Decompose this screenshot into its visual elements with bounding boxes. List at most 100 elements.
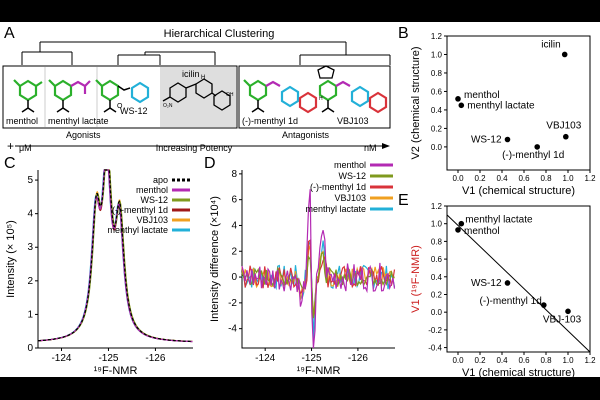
icilin-no2-label: O₂N bbox=[163, 103, 173, 109]
x-tick-label: 1.2 bbox=[584, 174, 596, 183]
legend-label: WS-12 bbox=[338, 171, 366, 181]
legend-label: WS-12 bbox=[140, 195, 168, 205]
point-label: (-)-menthyl 1d bbox=[480, 296, 542, 307]
legend-label: VBJ103 bbox=[136, 215, 168, 225]
plot-frame bbox=[446, 35, 591, 171]
x-tick-label: -126 bbox=[145, 353, 165, 364]
y-tick-label: 0.2 bbox=[431, 290, 443, 299]
axes bbox=[37, 170, 193, 349]
um-label: μM bbox=[19, 143, 32, 153]
spectrum-line bbox=[37, 169, 193, 343]
compound-ws12: WS-12 bbox=[120, 106, 148, 116]
agonists-label: Agonists bbox=[66, 130, 101, 140]
x-tick-label: 0.4 bbox=[496, 174, 508, 183]
structure-menthyl-1d bbox=[243, 79, 318, 114]
panel-label-e: E bbox=[398, 192, 409, 209]
structure-icilin bbox=[162, 78, 231, 111]
structure-menthol bbox=[13, 79, 43, 113]
icilin-h-label: H bbox=[201, 75, 205, 81]
x-tick-label: 0.2 bbox=[474, 356, 486, 365]
chart-c: 0 1 2 3 4 5 -124 -125 -126 ¹⁹F-NMR Intensity (× 10… bbox=[5, 169, 193, 377]
vbj103-h-label: H bbox=[319, 96, 323, 102]
structure-vbj103 bbox=[317, 65, 388, 114]
potency-arrowhead bbox=[382, 143, 390, 149]
data-point bbox=[534, 144, 540, 150]
x-tick-label: 0.0 bbox=[452, 174, 464, 183]
panel-label-b: B bbox=[398, 25, 409, 42]
spectrum-line bbox=[38, 169, 193, 343]
data-point bbox=[565, 308, 571, 315]
point-label: icilin bbox=[541, 39, 560, 50]
legend-label: VBJ103 bbox=[334, 193, 366, 203]
top-bar bbox=[0, 0, 600, 22]
x-tick-label: -124 bbox=[255, 353, 275, 364]
panel-label-a: A bbox=[4, 25, 15, 42]
x-tick-label: 0.8 bbox=[540, 174, 552, 183]
compound-menthyl-lactate: menthyl lactate bbox=[48, 116, 109, 126]
icilin-shade bbox=[160, 67, 236, 127]
legend-label: apo bbox=[153, 175, 168, 185]
y-tick-label: 5 bbox=[27, 175, 33, 186]
y-tick-label: -0.2 bbox=[428, 326, 442, 335]
structure-menthyl-lactate bbox=[48, 79, 91, 113]
dendrogram bbox=[21, 41, 391, 65]
y-tick-label: 1.0 bbox=[431, 220, 443, 229]
compound-menthol: menthol bbox=[6, 116, 38, 126]
agonist-box bbox=[2, 65, 238, 129]
x-tick-label: 0.2 bbox=[474, 174, 486, 183]
y-tick-label: 0.0 bbox=[431, 143, 443, 152]
y-tick-label: 8 bbox=[231, 169, 237, 180]
y-tick-label: 0.8 bbox=[431, 237, 443, 246]
legend-label: menthol bbox=[136, 185, 168, 195]
y-tick-label: 0.4 bbox=[431, 273, 443, 282]
point-label: menthol bbox=[464, 226, 500, 237]
point-label: WS-12 bbox=[471, 135, 502, 146]
x-tick-label: 0.6 bbox=[518, 356, 530, 365]
x-tick-label: -126 bbox=[348, 353, 368, 364]
y-tick-label: 0 bbox=[27, 343, 33, 354]
antagonist-box bbox=[238, 65, 391, 129]
y-tick-label: 0.0 bbox=[431, 308, 443, 317]
fit-line bbox=[446, 214, 591, 353]
spectrum-line bbox=[38, 169, 193, 343]
legend-label: (-)-menthyl 1d bbox=[310, 182, 366, 192]
x-tick-label: -124 bbox=[51, 353, 71, 364]
y-tick-label: -0.4 bbox=[428, 344, 442, 353]
point-label: menthol bbox=[464, 90, 500, 101]
data-point bbox=[455, 227, 461, 233]
potency-label: Increasing Potency bbox=[156, 143, 233, 153]
panel-label-d: D bbox=[204, 155, 216, 172]
x-axis-label: ¹⁹F-NMR bbox=[297, 365, 341, 377]
compound-vbj103: VBJ103 bbox=[337, 116, 369, 126]
x-tick-label: 1.0 bbox=[562, 174, 574, 183]
y-tick-label: 0.2 bbox=[431, 124, 443, 133]
data-point bbox=[541, 302, 547, 308]
legend-label: menthyl lactate bbox=[305, 204, 366, 214]
point-label: (-)-menthyl 1d bbox=[502, 150, 564, 161]
data-point bbox=[504, 280, 511, 286]
chart-d: -4 -2 0 2 4 6 8 -124 -125 -126 ¹⁹F-NMR Intensity di… bbox=[209, 160, 396, 377]
point-label: VBJ-103 bbox=[543, 314, 582, 325]
bottom-bar bbox=[0, 377, 600, 400]
plot-frame bbox=[446, 205, 591, 353]
x-tick-label: -125 bbox=[98, 353, 118, 364]
y-tick-label: -4 bbox=[228, 324, 237, 335]
data-point bbox=[455, 96, 461, 102]
axes bbox=[241, 170, 395, 349]
compound-icilin: icilin bbox=[182, 69, 200, 79]
x-tick-label: 0.8 bbox=[540, 356, 552, 365]
y-axis-label: Intensity (× 10⁵) bbox=[5, 220, 17, 298]
chart-e: 0.0 0.2 0.4 0.6 0.8 1.0 1.2 -0.4 -0.2 0.0 0.2 0.4 0.… bbox=[410, 202, 596, 379]
y-tick-label: 4 bbox=[27, 209, 33, 220]
icilin-oh-label: OH bbox=[226, 92, 234, 98]
x-axis-label: V1 (chemical structure) bbox=[462, 185, 575, 197]
data-point bbox=[504, 136, 511, 143]
legend-label: (-)-menthyl 1d bbox=[112, 205, 168, 215]
ws12-o-label: O bbox=[117, 103, 123, 110]
y-tick-label: 2 bbox=[27, 276, 33, 287]
compound-menthyl-1d: (-)-menthyl 1d bbox=[242, 116, 298, 126]
point-label: menthyl lactate bbox=[465, 215, 533, 226]
x-tick-label: 0.0 bbox=[452, 356, 464, 365]
legend-label: menthyl lactate bbox=[107, 225, 168, 235]
